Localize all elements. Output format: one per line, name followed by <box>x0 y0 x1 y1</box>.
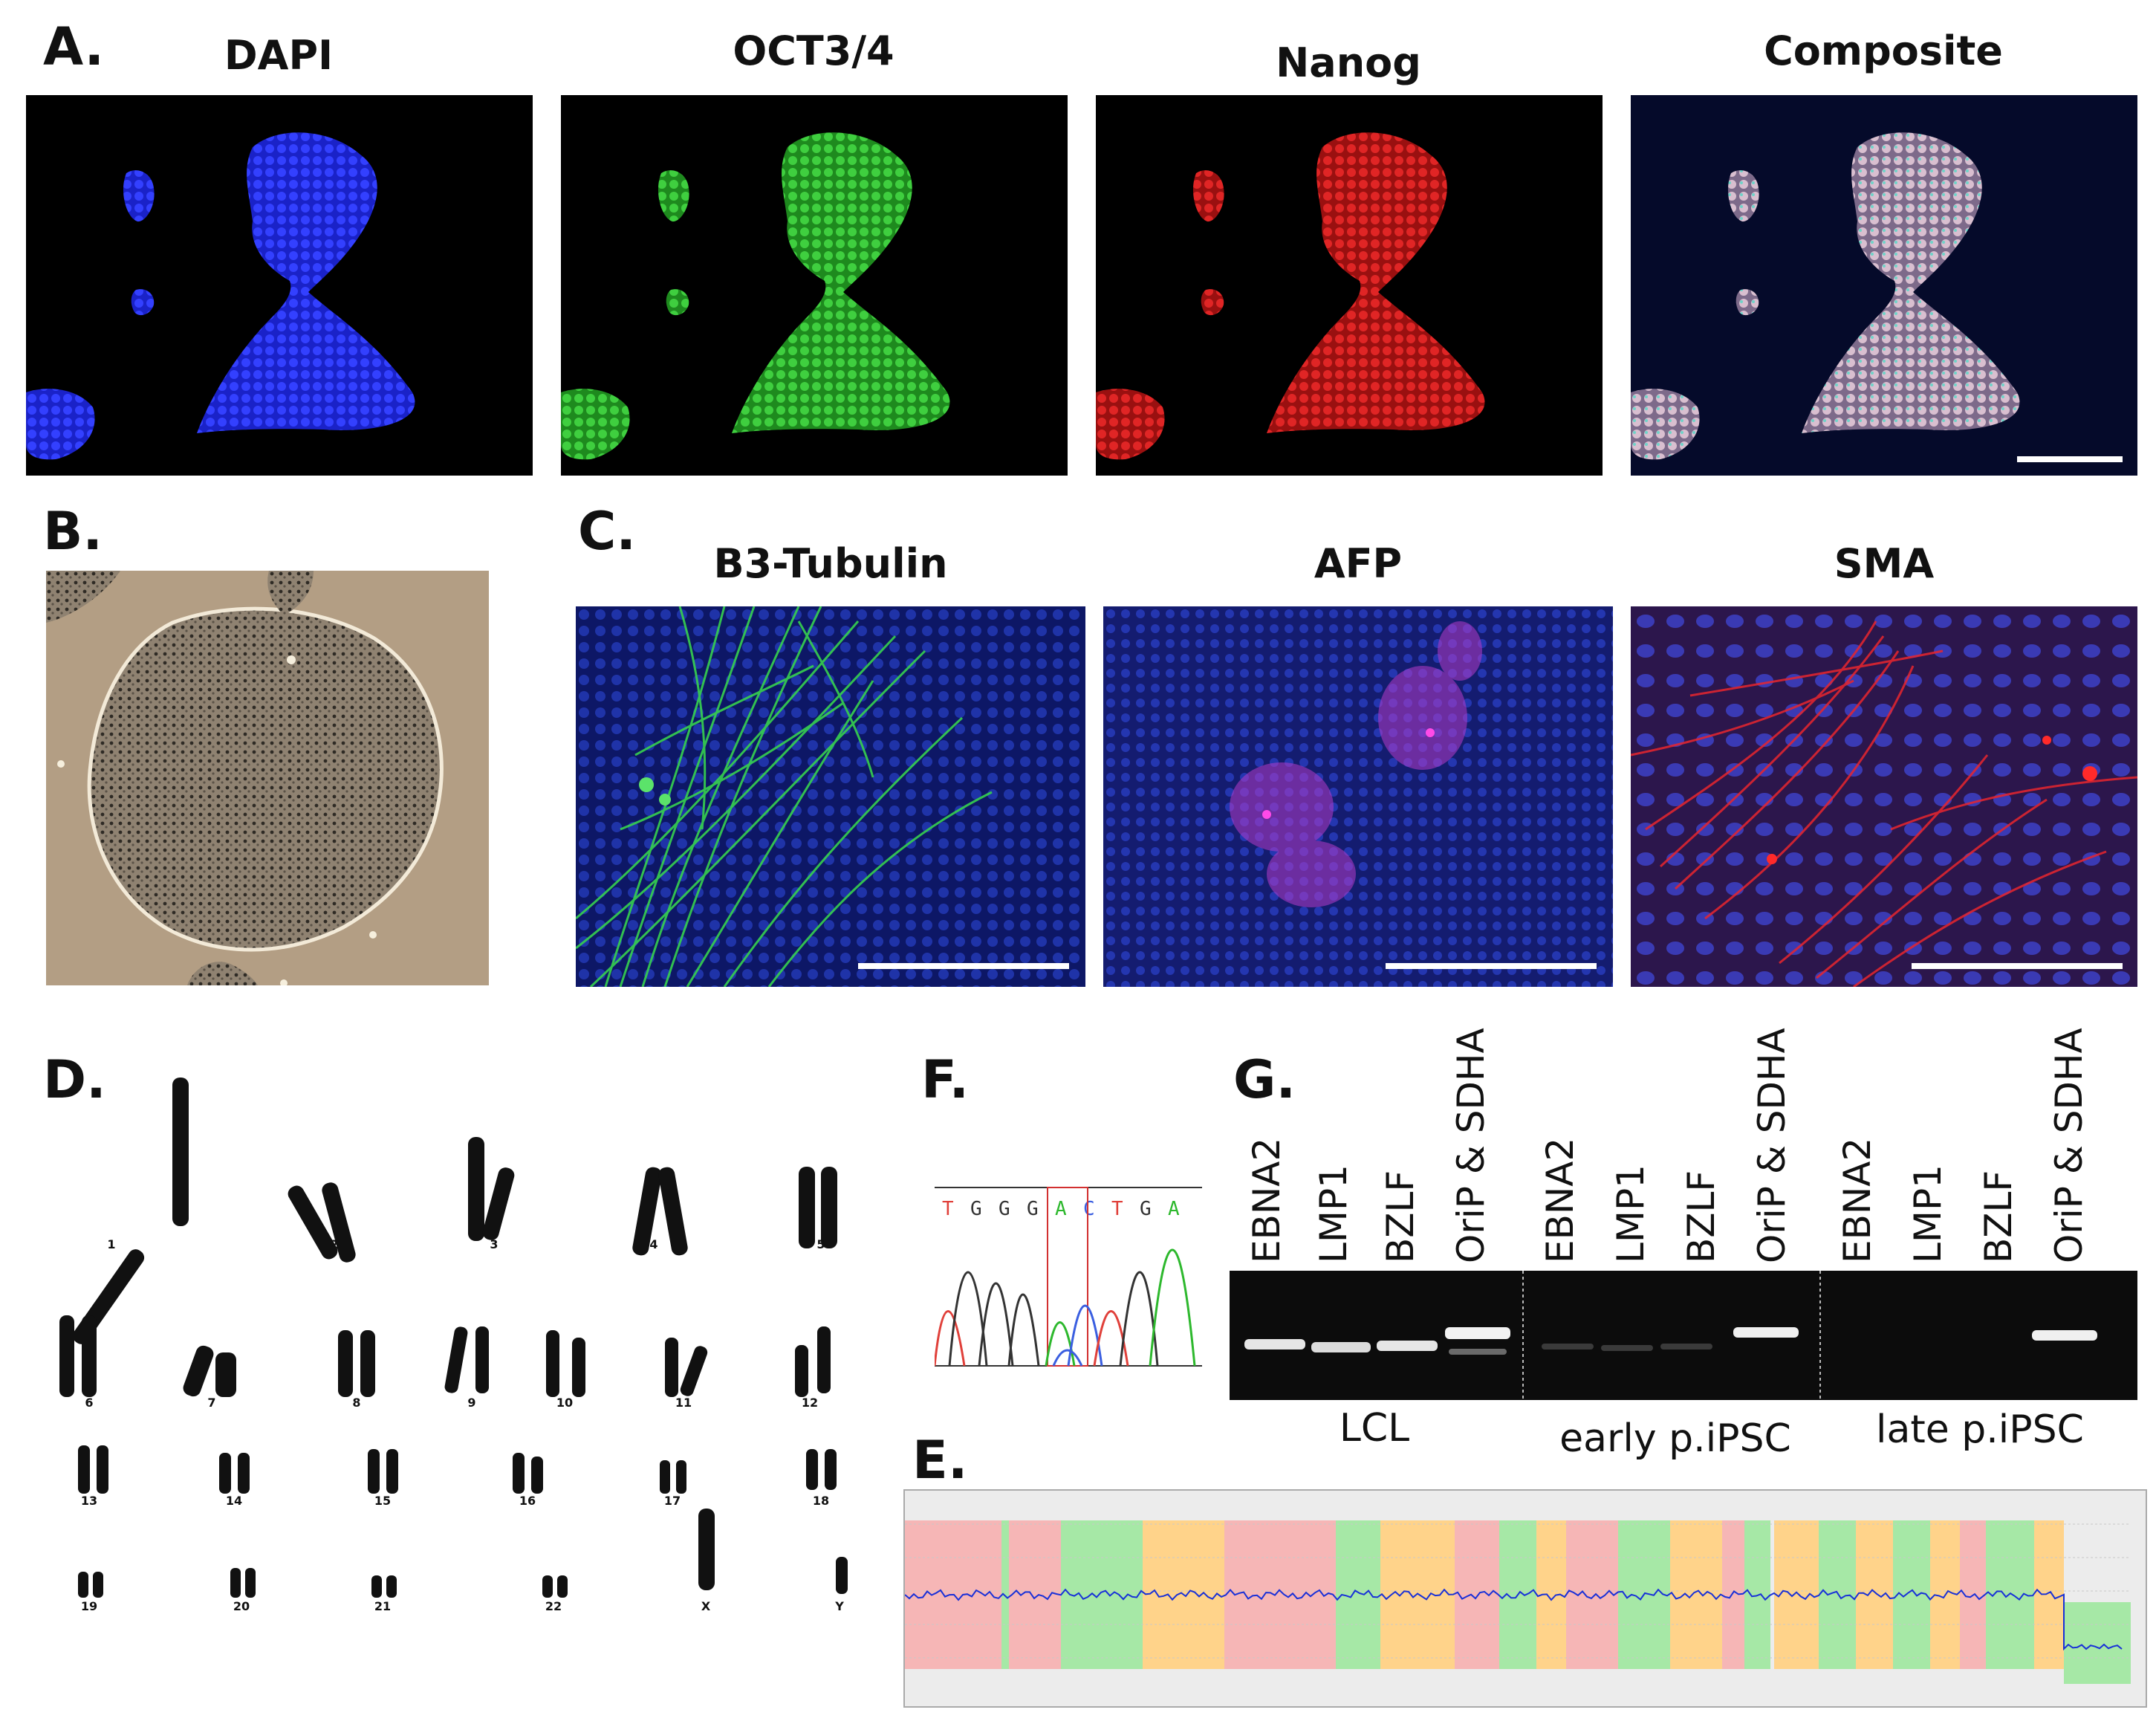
gel-lane-label: EBNA2 <box>1836 1137 1879 1263</box>
afp-scale-bar <box>1386 963 1597 969</box>
chromosome-label: 7 <box>207 1396 216 1410</box>
oct34-image <box>561 95 1068 476</box>
title-sma: SMA <box>1834 540 1935 587</box>
chromosome-label: 22 <box>545 1599 562 1613</box>
chromosome-label: 12 <box>801 1396 819 1410</box>
chromosome-label: 1 <box>107 1237 116 1251</box>
title-dapi: DAPI <box>224 32 334 79</box>
chromosome-label: 9 <box>467 1396 476 1410</box>
dapi-image <box>26 95 533 476</box>
karyotype: 1 2 3 4 5 6 7 8 9 10 11 12 13 14 15 16 17 18 19 20 21 22 X Y <box>45 1070 877 1635</box>
sequence-base: G <box>1027 1198 1039 1220</box>
chromosome-label: 14 <box>225 1494 243 1508</box>
b3-tubulin-scale-bar <box>858 963 1069 969</box>
chromosome-label: 20 <box>233 1599 250 1613</box>
gel-lane-label: OriP & SDHA <box>2048 1028 2091 1263</box>
chromosome-label: 15 <box>374 1494 392 1508</box>
gel-group-lcl: LCL <box>1339 1406 1410 1451</box>
title-oct34: OCT3/4 <box>733 27 894 74</box>
sma-scale-bar <box>1912 963 2123 969</box>
sequence-base: T <box>942 1198 954 1220</box>
chromosome-label: 2 <box>330 1237 339 1251</box>
chromosome-label: Y <box>835 1599 844 1613</box>
gel-image <box>1230 1271 2137 1400</box>
chromosome-label: 3 <box>490 1237 499 1251</box>
gel-lane-label: LMP1 <box>1609 1164 1652 1263</box>
gel-lane-label: OriP & SDHA <box>1449 1028 1493 1263</box>
composite-scale-bar <box>2017 456 2123 462</box>
sequence-base: G <box>1140 1198 1152 1220</box>
gel-group-early: early p.iPSC <box>1559 1416 1791 1461</box>
sequence-base: G <box>999 1198 1010 1220</box>
nanog-image <box>1096 95 1603 476</box>
title-b3-tubulin: B3-Tubulin <box>713 540 948 587</box>
chromosome-label: 8 <box>352 1396 361 1410</box>
b3-tubulin-image <box>576 606 1085 987</box>
sequence-base: C <box>1083 1198 1095 1220</box>
sequence-base: A <box>1055 1198 1067 1220</box>
composite-image <box>1631 95 2137 476</box>
sequence-base: G <box>970 1198 982 1220</box>
chromosome-label: 18 <box>812 1494 830 1508</box>
gel-lane-label: BZLF <box>1680 1170 1723 1263</box>
cnv-plot <box>903 1489 2147 1708</box>
sequence-base: T <box>1111 1198 1123 1220</box>
brightfield-colony-image <box>46 571 489 985</box>
sequence-base: A <box>1168 1198 1180 1220</box>
chromosome-label: 6 <box>85 1396 94 1410</box>
chromosome-label: 19 <box>80 1599 98 1613</box>
panel-a-letter: A. <box>43 16 105 77</box>
chromosome-label: 4 <box>649 1237 658 1251</box>
panel-g-letter: G. <box>1233 1049 1296 1110</box>
chromosome-label: 21 <box>374 1599 392 1613</box>
chromosome-label: X <box>701 1599 711 1613</box>
chromosome-label: 5 <box>816 1237 825 1251</box>
gel-lane-label: OriP & SDHA <box>1750 1028 1793 1263</box>
chromosome-label: 16 <box>519 1494 536 1508</box>
panel-c-letter: C. <box>578 501 636 562</box>
afp-image <box>1103 606 1613 987</box>
panel-b-letter: B. <box>43 501 103 562</box>
panel-e-letter: E. <box>912 1430 968 1491</box>
gel-lane-label: LMP1 <box>1906 1164 1949 1263</box>
panel-f-letter: F. <box>921 1049 970 1110</box>
chromosome-label: 10 <box>556 1396 574 1410</box>
gel-lane-label: LMP1 <box>1312 1164 1355 1263</box>
gel-lane-label: EBNA2 <box>1245 1137 1288 1263</box>
chromosome-label: 17 <box>663 1494 681 1508</box>
gel-lane-label: BZLF <box>1379 1170 1422 1263</box>
gel-lane-label: EBNA2 <box>1539 1137 1582 1263</box>
title-nanog: Nanog <box>1276 39 1421 86</box>
chromosome-label: 13 <box>80 1494 98 1508</box>
chromosome-label: 11 <box>675 1396 692 1410</box>
gel-group-late: late p.iPSC <box>1876 1407 2084 1452</box>
sma-image <box>1631 606 2137 987</box>
panel-d-letter: D. <box>43 1049 106 1110</box>
title-composite: Composite <box>1764 27 2003 74</box>
title-afp: AFP <box>1314 540 1403 587</box>
gel-lane-label: BZLF <box>1977 1170 2020 1263</box>
